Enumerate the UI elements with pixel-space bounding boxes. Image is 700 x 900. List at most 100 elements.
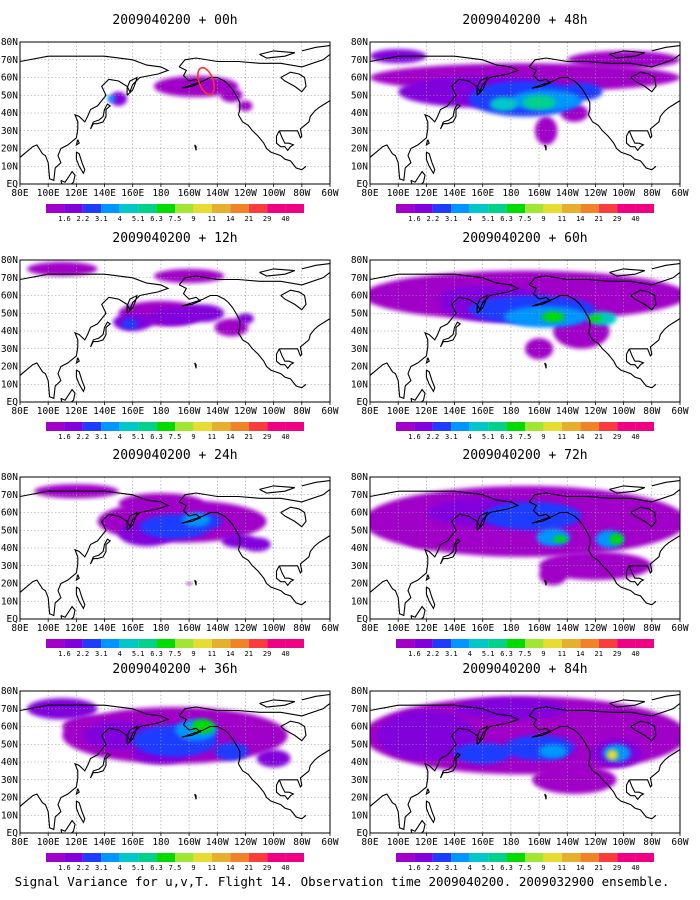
variance-contour xyxy=(27,261,98,276)
x-tick-label: 60W xyxy=(321,837,338,848)
colorbar: 1.6 2.2 3.1 4 5.1 6.3 7.5 9 11 14 21 29 40 xyxy=(396,204,654,223)
colorbar-swatch xyxy=(156,639,175,648)
y-tick-label: EQ xyxy=(357,179,369,190)
x-tick-label: 180 xyxy=(152,837,169,848)
x-tick-label: 140E xyxy=(93,406,116,417)
colorbar-swatch xyxy=(138,853,157,862)
colorbar-label: 7.5 xyxy=(519,650,532,658)
colorbar-label: 3.1 xyxy=(445,433,458,441)
coastlines xyxy=(370,480,680,619)
y-tick-label: 30N xyxy=(351,344,368,355)
y-tick-label: 70N xyxy=(351,490,368,501)
variance-contour xyxy=(489,97,518,112)
y-tick-label: 70N xyxy=(1,704,18,715)
colorbar-swatch xyxy=(285,639,304,648)
colorbar-swatch xyxy=(469,422,489,431)
x-tick-label: 160W xyxy=(528,406,551,417)
colorbar-swatch xyxy=(46,853,65,862)
colorbar-label: 40 xyxy=(281,433,289,441)
x-tick-label: 120E xyxy=(65,837,88,848)
x-tick-label: 140W xyxy=(556,837,579,848)
coastlines xyxy=(20,480,330,619)
colorbar-swatch xyxy=(101,204,120,213)
colorbar-swatch xyxy=(119,639,139,648)
colorbar-label: 6.3 xyxy=(150,215,163,223)
colorbar-label: 2.2 xyxy=(427,433,440,441)
colorbar-label: 29 xyxy=(613,650,621,658)
x-tick-label: 60W xyxy=(671,837,688,848)
colorbar-swatch xyxy=(175,422,194,431)
colorbar-label: 3.1 xyxy=(95,433,108,441)
x-tick-label: 180 xyxy=(152,406,169,417)
colorbar-label: 29 xyxy=(263,215,271,223)
map-frame xyxy=(19,476,331,620)
colorbar: 1.6 2.2 3.1 4 5.1 6.3 7.5 9 11 14 21 29 40 xyxy=(46,422,304,441)
colorbar-swatch xyxy=(451,639,470,648)
colorbar-swatch xyxy=(414,422,433,431)
colorbar-swatch xyxy=(138,639,157,648)
colorbar-label: 5.1 xyxy=(132,215,145,223)
x-tick-label: 160E xyxy=(471,188,494,199)
colorbar-label: 5.1 xyxy=(132,864,145,872)
x-tick-label: 140E xyxy=(443,623,466,634)
colorbar-swatch xyxy=(230,422,249,431)
y-tick-label: EQ xyxy=(357,828,369,839)
colorbar-swatch xyxy=(64,639,83,648)
colorbar-label: 11 xyxy=(208,650,216,658)
y-tick-label: 80N xyxy=(1,37,18,48)
y-tick-label: 30N xyxy=(1,126,18,137)
colorbar-label: 40 xyxy=(631,864,639,872)
x-tick-label: 180 xyxy=(502,837,519,848)
colorbar-label: 5.1 xyxy=(482,650,495,658)
colorbar-label: 9 xyxy=(191,215,195,223)
colorbar-swatch xyxy=(46,204,65,213)
x-tick-label: 140E xyxy=(443,837,466,848)
x-tick-label: 160W xyxy=(528,623,551,634)
y-tick-label: 70N xyxy=(1,273,18,284)
y-tick-label: 10N xyxy=(351,379,368,390)
x-tick-label: 180 xyxy=(152,623,169,634)
colorbar-swatch xyxy=(525,422,544,431)
x-tick-label: 140W xyxy=(206,837,229,848)
colorbar-swatch xyxy=(230,204,249,213)
colorbar-swatch xyxy=(561,853,581,862)
panel-title: 2009040200 + 60h xyxy=(462,231,587,246)
colorbar-swatch xyxy=(598,853,618,862)
colorbar-swatch xyxy=(230,853,249,862)
colorbar-swatch xyxy=(396,204,415,213)
x-tick-label: 80E xyxy=(361,188,378,199)
x-tick-label: 140W xyxy=(556,623,579,634)
colorbar-label: 1.6 xyxy=(408,433,421,441)
colorbar-label: 1.6 xyxy=(58,215,71,223)
colorbar-label: 4 xyxy=(468,864,472,872)
colorbar-swatch xyxy=(156,853,175,862)
y-tick-label: 40N xyxy=(1,543,18,554)
colorbar-swatch xyxy=(267,639,286,648)
x-tick-label: 140E xyxy=(93,837,116,848)
colorbar-swatch xyxy=(138,204,157,213)
y-tick-label: 80N xyxy=(1,686,18,697)
variance-contour xyxy=(541,311,565,323)
variance-contour xyxy=(482,501,582,531)
x-tick-label: 80E xyxy=(361,623,378,634)
colorbar-label: 6.3 xyxy=(500,650,513,658)
y-tick-label: 60N xyxy=(351,722,368,733)
colorbar-label: 9 xyxy=(541,433,545,441)
x-tick-label: 180 xyxy=(502,188,519,199)
colorbar-swatch xyxy=(119,422,139,431)
y-tick-label: 70N xyxy=(351,704,368,715)
y-tick-label: 50N xyxy=(351,90,368,101)
colorbar-label: 21 xyxy=(594,215,602,223)
x-tick-label: 100E xyxy=(387,623,410,634)
x-tick-label: 100W xyxy=(262,837,285,848)
y-tick-label: 70N xyxy=(351,55,368,66)
colorbar-label: 7.5 xyxy=(519,215,532,223)
colorbar-swatch xyxy=(414,639,433,648)
y-tick-label: 50N xyxy=(1,739,18,750)
y-tick-label: 40N xyxy=(351,326,368,337)
colorbar-label: 11 xyxy=(208,433,216,441)
colorbar-label: 4 xyxy=(468,650,472,658)
colorbar-label: 4 xyxy=(468,433,472,441)
x-tick-label: 60W xyxy=(671,406,688,417)
y-tick-label: 30N xyxy=(351,126,368,137)
